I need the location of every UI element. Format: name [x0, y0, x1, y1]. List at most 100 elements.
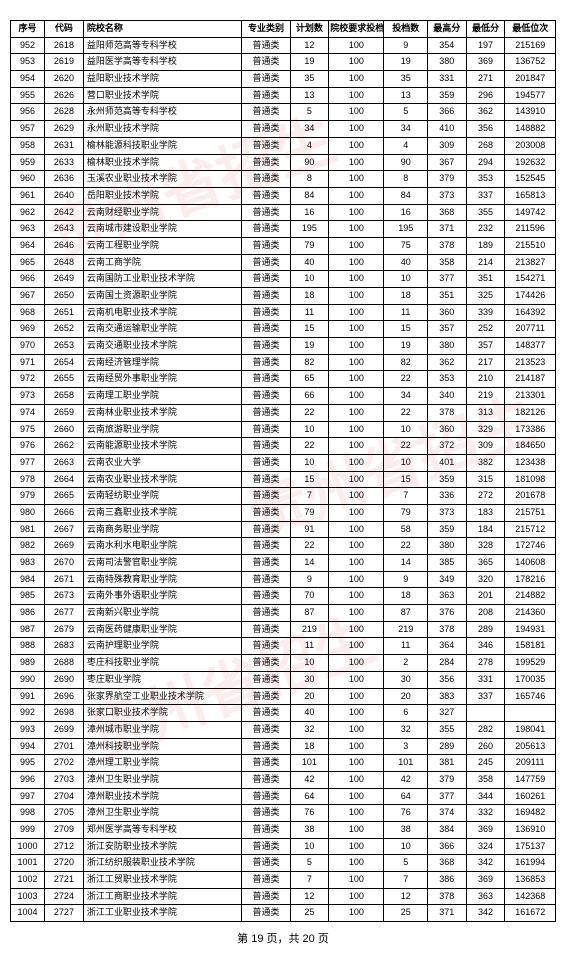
cell: 普通类 [242, 438, 290, 455]
cell: 2628 [45, 104, 84, 121]
cell: 2649 [45, 271, 84, 288]
cell: 974 [11, 404, 45, 421]
cell: 996 [11, 771, 45, 788]
cell: 346 [466, 638, 505, 655]
cell: 普通类 [242, 721, 290, 738]
table-row: 9752660云南旅游职业学院普通类1010010360329173386 [11, 421, 556, 438]
cell: 普通类 [242, 404, 290, 421]
cell: 272 [466, 488, 505, 505]
table-row: 9972704漳州职业技术学院普通类6410064377344160261 [11, 788, 556, 805]
cell: 331 [466, 671, 505, 688]
table-row: 9902690枣庄职业学院普通类3010030356331170035 [11, 671, 556, 688]
cell: 15 [384, 471, 427, 488]
cell: 2704 [45, 788, 84, 805]
cell: 云南国防工业职业技术学院 [83, 271, 242, 288]
cell: 6 [384, 705, 427, 722]
cell: 普通类 [242, 705, 290, 722]
cell: 376 [427, 605, 466, 622]
cell: 2662 [45, 438, 84, 455]
cell: 普通类 [242, 154, 290, 171]
cell: 70 [290, 588, 329, 605]
table-row: 9822669云南水利水电职业学院普通类2210022380328172746 [11, 538, 556, 555]
cell: 136853 [505, 872, 556, 889]
cell: 364 [427, 638, 466, 655]
cell: 995 [11, 755, 45, 772]
table-row: 9622642云南财经职业学院普通类1610016368355149742 [11, 204, 556, 221]
table-row: 9772663云南农业大学普通类1010010401382123438 [11, 454, 556, 471]
cell: 云南能源职业技术学院 [83, 438, 242, 455]
cell: 100 [329, 855, 384, 872]
cell: 351 [466, 271, 505, 288]
cell: 2626 [45, 87, 84, 104]
cell: 10 [384, 421, 427, 438]
cell: 998 [11, 805, 45, 822]
cell: 371 [427, 221, 466, 238]
table-row: 9682651云南机电职业技术学院普通类1110011360339164392 [11, 304, 556, 321]
cell: 19 [290, 338, 329, 355]
cell: 337 [466, 688, 505, 705]
cell: 969 [11, 321, 45, 338]
cell: 漳州卫生职业学院 [83, 771, 242, 788]
cell: 2653 [45, 338, 84, 355]
cell: 14 [384, 555, 427, 572]
cell: 漳州卫生职业学院 [83, 805, 242, 822]
cell: 10 [290, 838, 329, 855]
cell: 普通类 [242, 338, 290, 355]
cell: 2640 [45, 187, 84, 204]
table-row: 9542620益阳职业技术学院普通类3510035331271201847 [11, 71, 556, 88]
cell: 100 [329, 154, 384, 171]
cell: 5 [290, 104, 329, 121]
cell: 82 [384, 354, 427, 371]
cell: 浙江安防职业技术学院 [83, 838, 242, 855]
cell: 208 [466, 605, 505, 622]
cell [505, 705, 556, 722]
cell: 2 [384, 655, 427, 672]
cell: 245 [466, 755, 505, 772]
cell: 967 [11, 288, 45, 305]
cell: 普通类 [242, 771, 290, 788]
cell: 2654 [45, 354, 84, 371]
cell: 云南特殊教育职业学院 [83, 571, 242, 588]
cell: 2633 [45, 154, 84, 171]
cell: 普通类 [242, 571, 290, 588]
cell: 100 [329, 438, 384, 455]
cell: 377 [427, 271, 466, 288]
cell: 张家口职业技术学院 [83, 705, 242, 722]
cell: 1003 [11, 888, 45, 905]
cell: 219 [384, 621, 427, 638]
cell: 198041 [505, 721, 556, 738]
cell: 966 [11, 271, 45, 288]
cell: 174426 [505, 288, 556, 305]
cell: 377 [427, 788, 466, 805]
cell: 976 [11, 438, 45, 455]
cell: 22 [290, 538, 329, 555]
cell: 30 [290, 671, 329, 688]
cell: 10 [384, 271, 427, 288]
cell: 100 [329, 805, 384, 822]
cell: 90 [384, 154, 427, 171]
cell: 378 [427, 888, 466, 905]
cell: 268 [466, 137, 505, 154]
cell: 普通类 [242, 454, 290, 471]
table-row: 9862677云南新兴职业学院普通类8710087376208214360 [11, 605, 556, 622]
cell: 普通类 [242, 354, 290, 371]
cell: 985 [11, 588, 45, 605]
cell: 16 [290, 204, 329, 221]
cell: 359 [427, 471, 466, 488]
cell: 2701 [45, 738, 84, 755]
cell: 2724 [45, 888, 84, 905]
cell: 云南财经职业学院 [83, 204, 242, 221]
cell: 977 [11, 454, 45, 471]
col-header: 最高分 [427, 21, 466, 38]
cell: 100 [329, 738, 384, 755]
cell: 320 [466, 571, 505, 588]
cell: 2659 [45, 404, 84, 421]
cell: 22 [384, 371, 427, 388]
cell: 170035 [505, 671, 556, 688]
cell: 410 [427, 121, 466, 138]
cell: 枣庄职业学院 [83, 671, 242, 688]
cell: 普通类 [242, 221, 290, 238]
cell: 373 [427, 187, 466, 204]
cell: 359 [427, 87, 466, 104]
cell: 普通类 [242, 54, 290, 71]
